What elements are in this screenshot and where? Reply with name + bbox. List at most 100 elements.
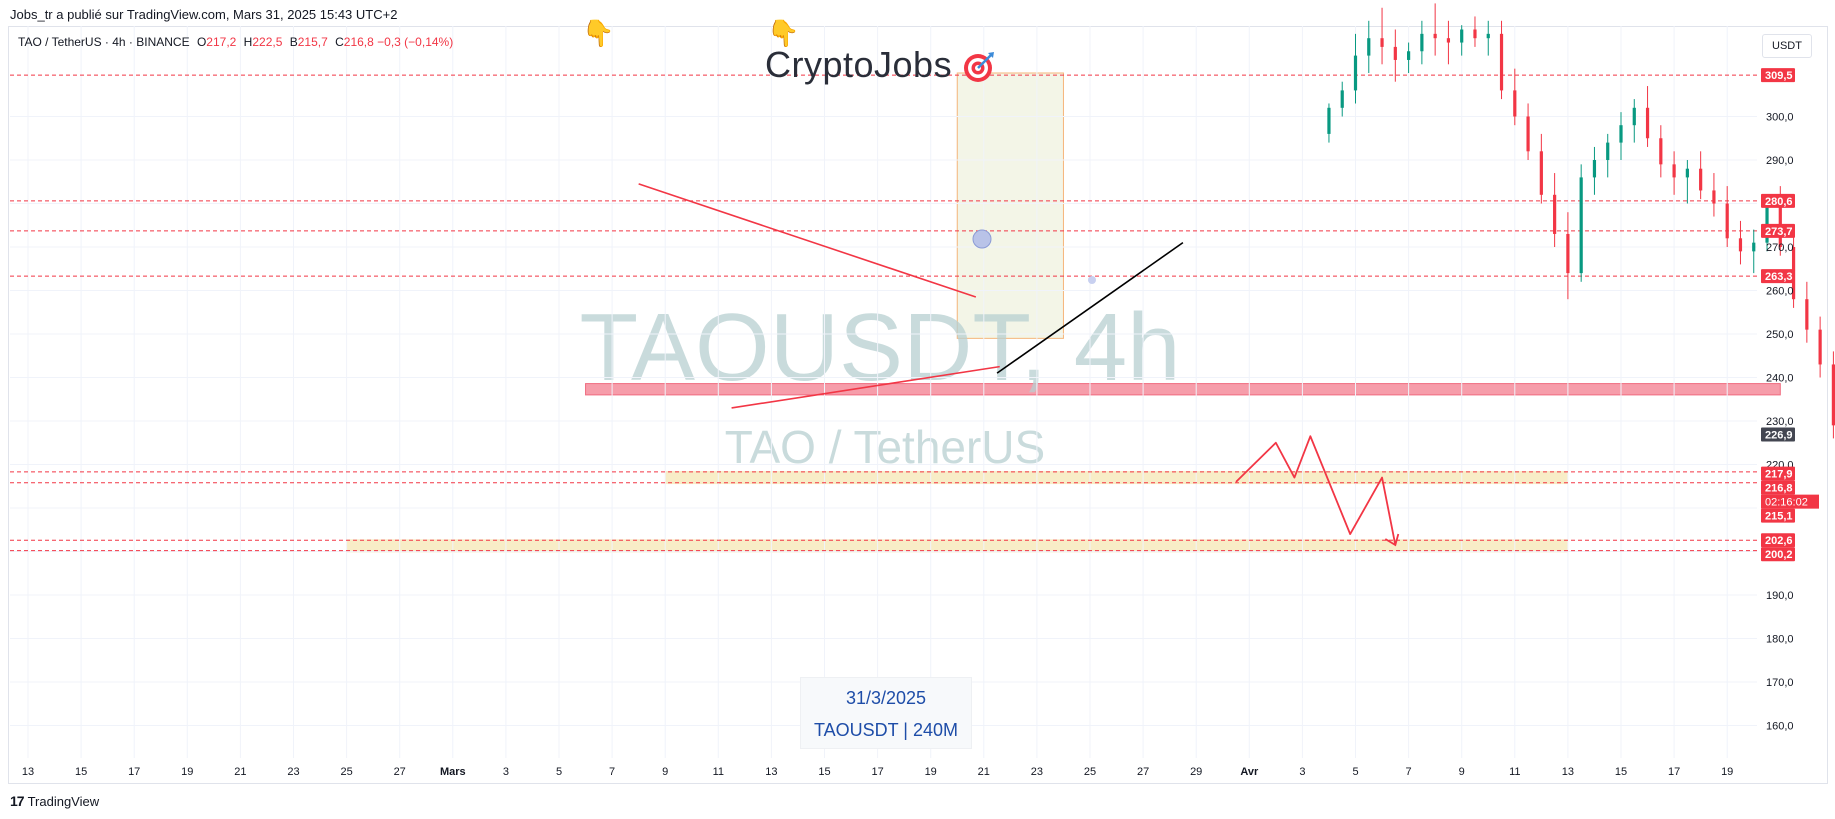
price-tag	[1761, 193, 1795, 208]
candle-body	[1818, 329, 1822, 365]
resistance-zone	[585, 383, 1781, 396]
price-tag	[1761, 223, 1795, 238]
grid-layer	[10, 26, 1757, 758]
tradingview-logo-icon: 17	[10, 793, 25, 809]
time-axis-tick-label: 13	[1562, 766, 1574, 778]
brand-text: CryptoJobs	[765, 44, 953, 85]
candle-body	[1327, 107, 1331, 134]
candle-body	[1380, 38, 1384, 47]
time-axis-tick-label: 9	[662, 766, 668, 778]
price-tag-label: 217,9	[1765, 469, 1793, 481]
close-label: C	[335, 35, 344, 49]
time-axis-tick-label: 3	[1299, 766, 1305, 778]
time-axis-tick-label: 19	[181, 766, 193, 778]
candle-body	[1712, 190, 1716, 204]
price-tag-label: 202,6	[1765, 535, 1793, 547]
candle-body	[1407, 51, 1411, 60]
price-axis-tick-label: 240,0	[1766, 373, 1794, 385]
price-tag-label: 200,2	[1765, 549, 1793, 561]
price-axis-tick-label: 170,0	[1766, 677, 1794, 689]
pointing-hand-icon: 👇	[767, 18, 800, 48]
time-axis-tick-label: 29	[1190, 766, 1202, 778]
candle-body	[1526, 116, 1530, 152]
price-tag	[1761, 427, 1795, 442]
time-axis-tick-label: 23	[1031, 766, 1043, 778]
chart-frame[interactable]	[8, 26, 1828, 784]
price-axis-tick-label: 300,0	[1766, 112, 1794, 124]
time-axis-tick-label: 9	[1459, 766, 1465, 778]
time-axis-tick-label: 11	[713, 766, 724, 778]
candle-body	[1353, 55, 1358, 91]
candle-body	[1831, 364, 1835, 426]
open-value: 217,2	[206, 35, 237, 49]
price-tag	[1761, 533, 1795, 548]
target-icon	[964, 52, 994, 82]
pointing-hand-icon: 👇	[582, 18, 615, 48]
symbol-legend: TAO / TetherUS · 4h · BINANCE O217,2 H22…	[18, 35, 453, 49]
candle-body	[1473, 29, 1477, 39]
price-tag	[1761, 480, 1795, 495]
price-tag-label: 263,3	[1765, 271, 1793, 283]
candle-body	[1539, 151, 1543, 195]
support-zone	[665, 471, 1568, 485]
close-value: 216,8	[343, 35, 374, 49]
candle-body	[1592, 160, 1597, 178]
candle-body	[1606, 142, 1610, 160]
watermark-subtitle: TAO / TetherUS	[725, 421, 1045, 473]
marker-circle	[972, 229, 992, 249]
time-axis-tick-label: Avr	[1240, 766, 1259, 778]
footer: 17 TradingView	[10, 793, 99, 809]
candle-body	[1765, 203, 1769, 243]
candle-body	[1553, 194, 1557, 234]
time-axis-tick-label: 23	[287, 766, 299, 778]
change-value: −0,3 (−0,14%)	[377, 35, 454, 49]
zones-layer	[346, 72, 1781, 553]
time-axis-tick-label: 17	[1668, 766, 1680, 778]
price-tag	[1761, 547, 1795, 562]
candle-body	[1752, 242, 1756, 252]
price-axis-tick-label: 290,0	[1766, 155, 1794, 167]
price-axis-tick-label: 180,0	[1766, 634, 1794, 646]
time-axis-tick-label: 19	[925, 766, 937, 778]
candle-body	[1367, 38, 1371, 56]
candle-body	[1725, 203, 1729, 239]
marker-circle	[1088, 276, 1096, 284]
price-tag-label: 280,6	[1765, 196, 1793, 208]
price-tag	[1761, 68, 1795, 83]
time-axis-tick-label: 13	[765, 766, 777, 778]
axes-layer: 160,0170,0180,0190,0220,0230,0240,0250,0…	[22, 68, 1819, 778]
support-zone	[346, 539, 1568, 553]
candle-body	[1340, 90, 1344, 108]
countdown-tag	[1761, 494, 1819, 509]
time-axis-tick-label: 27	[1137, 766, 1149, 778]
candles-layer	[1327, 3, 1835, 439]
price-axis-tick-label: 190,0	[1766, 590, 1794, 602]
drawings-layer	[638, 183, 1400, 547]
candle-body	[1393, 46, 1397, 60]
time-axis-tick-label: 21	[234, 766, 246, 778]
open-label: O	[196, 35, 207, 49]
currency-unit-button[interactable]: USDT	[1762, 34, 1812, 58]
low-value: 215,7	[297, 35, 328, 49]
price-tag	[1761, 508, 1795, 523]
time-axis-tick-label: 17	[871, 766, 883, 778]
candle-body	[1486, 33, 1490, 39]
publication-header: Jobs_tr a publié sur TradingView.com, Ma…	[10, 7, 398, 22]
candle-body	[1645, 107, 1650, 139]
price-tag-label: 273,7	[1765, 226, 1793, 238]
range-box	[956, 72, 1064, 339]
watermark-title: TAOUSDT, 4h	[579, 294, 1180, 401]
time-axis-tick-label: 27	[394, 766, 406, 778]
symbol-name: TAO / TetherUS · 4h · BINANCE	[18, 35, 190, 49]
time-axis-tick-label: 19	[1721, 766, 1733, 778]
candle-body	[1659, 138, 1663, 165]
time-axis-tick-label: 7	[1406, 766, 1412, 778]
candle-body	[1579, 177, 1583, 274]
high-label: H	[243, 35, 253, 49]
projection-path	[1235, 435, 1397, 546]
price-tag-label: 309,5	[1765, 70, 1793, 82]
candle-body	[1699, 168, 1703, 191]
candle-body	[1632, 107, 1636, 126]
info-box: 31/3/2025 TAOUSDT | 240M	[800, 677, 972, 749]
